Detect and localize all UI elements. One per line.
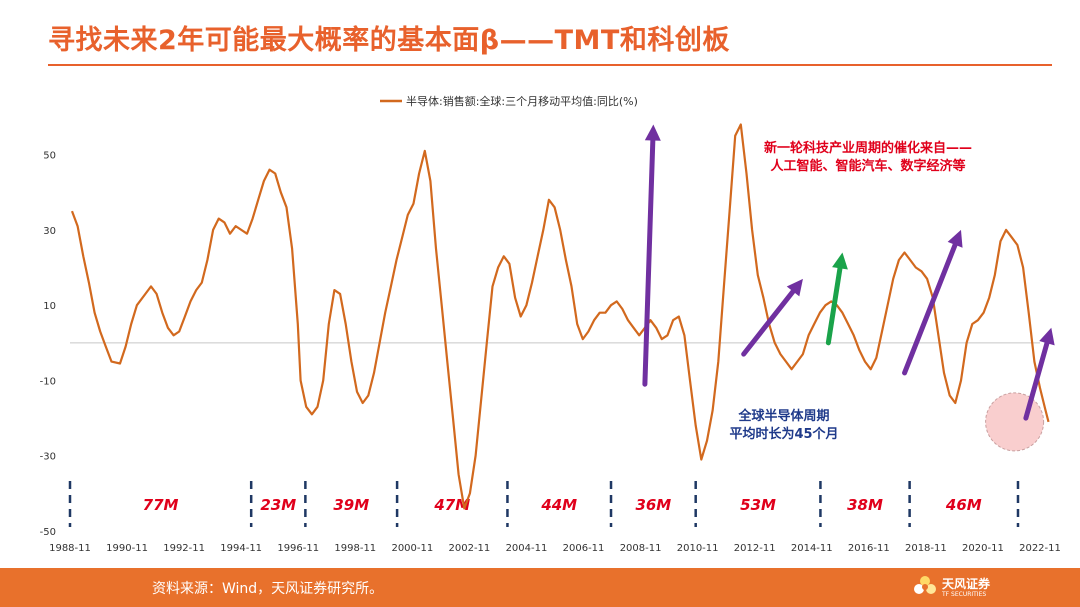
- arrow-shaft: [642, 138, 656, 387]
- cycle-length-label: 53M: [740, 496, 776, 514]
- trend-arrow-icon: [642, 124, 661, 387]
- cycle-length-label: 36M: [635, 496, 671, 514]
- cycle-length-label: 44M: [540, 496, 577, 514]
- y-tick-label: -30: [40, 452, 56, 463]
- line-chart: -50 -30 -10 10 30 50 1988-11 1990-11 1992-11 199…: [40, 94, 1061, 554]
- x-tick-label: 2016-11: [848, 543, 890, 554]
- y-tick-label: 10: [43, 301, 56, 312]
- arrow-shaft: [1023, 340, 1050, 421]
- cycle-length-label: 47M: [433, 496, 470, 514]
- cycle-length-label: 39M: [333, 496, 369, 514]
- x-tick-label: 2022-11: [1019, 543, 1061, 554]
- arrow-shaft: [902, 242, 958, 376]
- y-tick-label: -50: [40, 527, 56, 538]
- source-note: 资料来源：Wind，天风证券研究所。: [152, 581, 384, 597]
- page-title: 寻找未来2年可能最大概率的基本面β——TMT和科创板: [48, 25, 730, 56]
- x-tick-label: 1988-11: [49, 543, 91, 554]
- cycle-length-label: 38M: [847, 496, 883, 514]
- cycle-length-label: 46M: [945, 496, 982, 514]
- trend-arrow-icon: [1023, 327, 1055, 421]
- legend-label: 半导体:销售额:全球:三个月移动平均值:同比(%): [406, 94, 638, 108]
- footer-bar: 资料来源：Wind，天风证券研究所。 天风证券 TF SECURITIES: [0, 568, 1080, 607]
- x-tick-label: 2020-11: [962, 543, 1004, 554]
- x-tick-label: 2008-11: [620, 543, 662, 554]
- x-tick-label: 2014-11: [791, 543, 833, 554]
- trend-arrow-icon: [902, 229, 963, 376]
- arrow-head: [832, 252, 848, 270]
- arrow-head: [1039, 327, 1055, 346]
- logo-text: 天风证券: [942, 577, 991, 591]
- x-tick-label: 2000-11: [391, 543, 433, 554]
- arrow-head: [786, 278, 803, 297]
- title-underline: [48, 64, 1052, 66]
- y-tick-label: -10: [40, 376, 56, 387]
- x-tick-label: 1996-11: [277, 543, 319, 554]
- x-tick-label: 2006-11: [563, 543, 605, 554]
- x-tick-label: 2004-11: [506, 543, 548, 554]
- x-tick-label: 1992-11: [163, 543, 205, 554]
- x-tick-label: 2010-11: [677, 543, 719, 554]
- trend-arrow-icon: [741, 278, 803, 357]
- cycle-length-label: 23M: [260, 496, 296, 514]
- x-tick-label: 1998-11: [334, 543, 376, 554]
- trend-arrow-icon: [825, 252, 848, 346]
- semiconductor-sales-yoy-line: [70, 123, 1050, 510]
- cycle-length-label: 77M: [143, 496, 179, 514]
- flower-logo-icon: [914, 576, 936, 594]
- cycle-average-note-line1: 全球半导体周期: [737, 408, 829, 424]
- cycle-average-note-line2: 平均时长为45个月: [729, 426, 838, 442]
- arrow-head: [947, 229, 963, 248]
- arrow-shaft: [825, 265, 843, 346]
- y-tick-label: 50: [43, 151, 56, 162]
- current-position-highlight: [985, 392, 1045, 452]
- catalyst-note-line1: 新一轮科技产业周期的催化来自——: [764, 140, 972, 156]
- arrow-shaft: [741, 288, 796, 357]
- tf-securities-logo: 天风证券 TF SECURITIES: [912, 574, 1032, 602]
- catalyst-note-line2: 人工智能、智能汽车、数字经济等: [770, 158, 965, 174]
- x-tick-label: 2002-11: [449, 543, 491, 554]
- logo-subtext: TF SECURITIES: [942, 591, 987, 598]
- x-tick-label: 2018-11: [905, 543, 947, 554]
- x-tick-label: 1990-11: [106, 543, 148, 554]
- x-tick-label: 1994-11: [220, 543, 262, 554]
- arrow-head: [644, 124, 661, 141]
- x-tick-label: 2012-11: [734, 543, 776, 554]
- y-tick-label: 30: [43, 226, 56, 237]
